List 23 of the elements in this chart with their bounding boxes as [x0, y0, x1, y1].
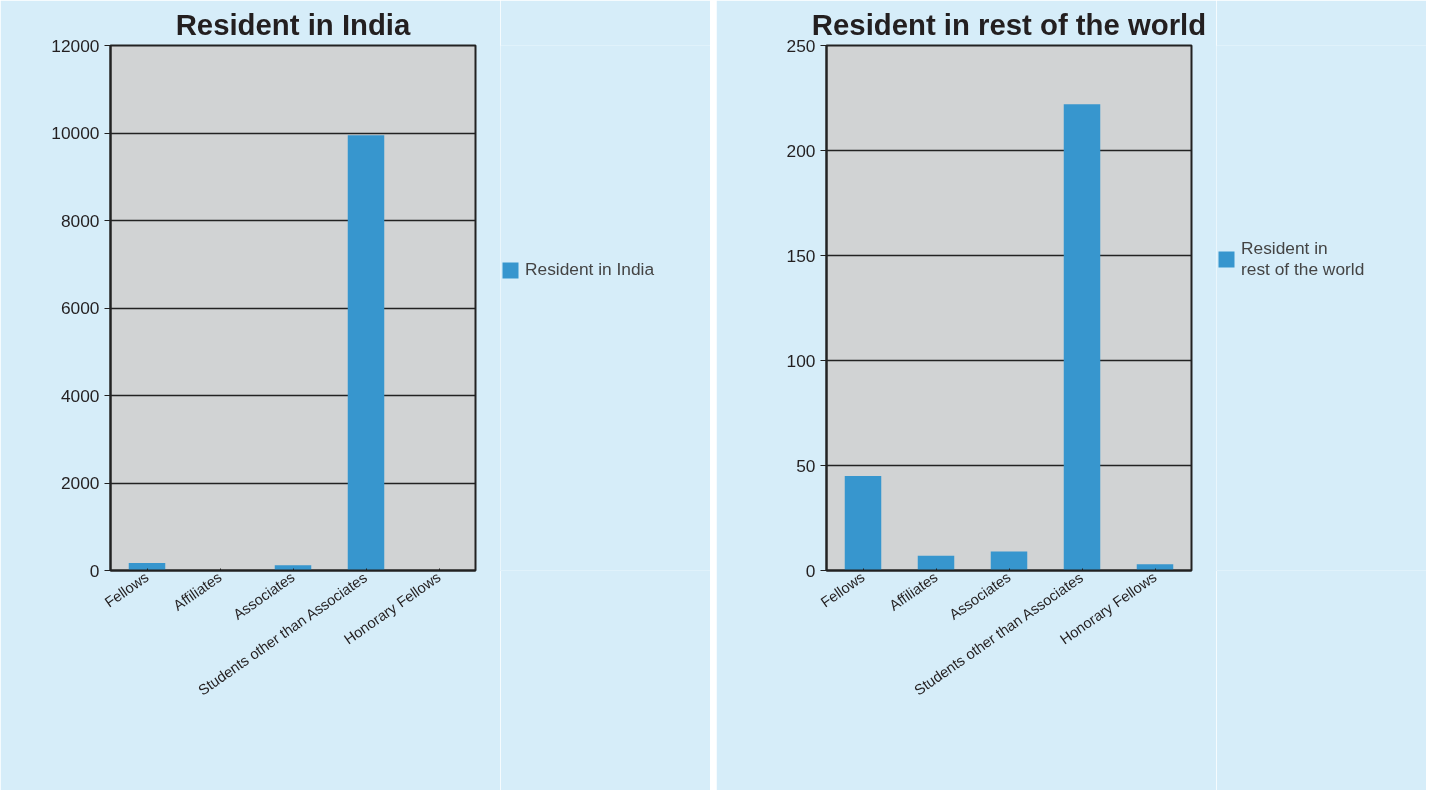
- y-tick-label: 100: [786, 350, 816, 371]
- chart-title: Resident in India: [175, 7, 412, 41]
- y-tick-label: 10000: [51, 123, 100, 143]
- legend-label: Resident in rest of the world: [1241, 238, 1365, 280]
- y-tick-label: 50: [796, 455, 816, 476]
- y-tick-label: 0: [805, 560, 816, 581]
- bar: [1063, 104, 1101, 571]
- y-tick-label: 12000: [51, 35, 100, 56]
- legend-label: Resident in India: [525, 259, 655, 280]
- bar: [347, 135, 385, 571]
- y-tick-label: 6000: [60, 298, 100, 318]
- bar: [990, 551, 1028, 571]
- y-tick-label: 200: [786, 140, 816, 161]
- y-tick-label: 150: [786, 245, 816, 266]
- bar: [1136, 564, 1174, 571]
- bar: [917, 555, 955, 571]
- bar: [128, 563, 166, 571]
- bar: [844, 476, 882, 571]
- bar: [274, 565, 312, 571]
- y-tick-label: 4000: [60, 385, 100, 406]
- y-tick-label: 0: [89, 560, 100, 581]
- y-tick-label: 2000: [60, 473, 100, 493]
- y-tick-label: 8000: [60, 210, 100, 231]
